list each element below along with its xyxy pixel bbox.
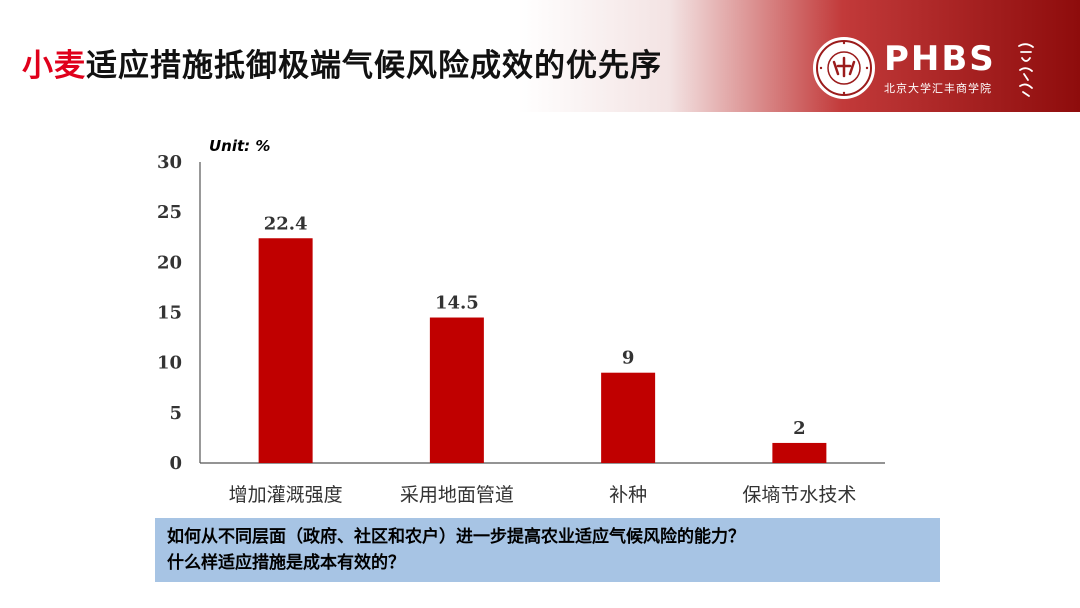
y-tick-label: 30 [157, 152, 182, 173]
data-label: 22.4 [264, 213, 308, 234]
question-box: 如何从不同层面（政府、社区和农户）进一步提高农业适应气候风险的能力？ 什么样适应… [155, 518, 940, 582]
peking-university-seal-icon [813, 37, 875, 99]
bar [601, 372, 656, 463]
y-tick-label: 15 [157, 303, 182, 324]
data-label: 14.5 [435, 293, 479, 314]
y-tick-label: 20 [157, 252, 182, 273]
y-tick-label: 5 [169, 403, 182, 424]
title-rest: 适应措施抵御极端气候风险成效的优先序 [86, 48, 662, 84]
x-tick-label: 保墒节水技术 [742, 484, 856, 506]
logo-subtitle: 北京大学汇丰商学院 [884, 82, 992, 95]
x-tick-label: 增加灌溉强度 [229, 484, 343, 506]
bar [772, 442, 827, 463]
unit-label: Unit: % [209, 137, 271, 155]
question-line-1: 如何从不同层面（政府、社区和农户）进一步提高农业适应气候风险的能力？ [167, 527, 745, 547]
bar [258, 238, 313, 463]
y-tick-label: 25 [157, 202, 182, 223]
x-tick-label: 采用地面管道 [400, 484, 514, 506]
data-label: 9 [622, 348, 635, 369]
bar [429, 317, 484, 463]
logo-wordmark: PHBS [884, 39, 996, 79]
calligraphy-mark-icon [1018, 43, 1034, 97]
title-highlight: 小麦 [22, 48, 86, 84]
slide-title: 小麦适应措施抵御极端气候风险成效的优先序 [22, 40, 662, 85]
phbs-logo: PHBS 北京大学汇丰商学院 [812, 36, 1052, 106]
question-line-2: 什么样适应措施是成本有效的？ [167, 553, 405, 573]
header-band [0, 0, 1080, 112]
x-tick-label: 补种 [609, 484, 647, 506]
data-label: 2 [793, 418, 806, 439]
y-tick-label: 10 [157, 353, 182, 374]
y-tick-label: 0 [169, 453, 182, 474]
